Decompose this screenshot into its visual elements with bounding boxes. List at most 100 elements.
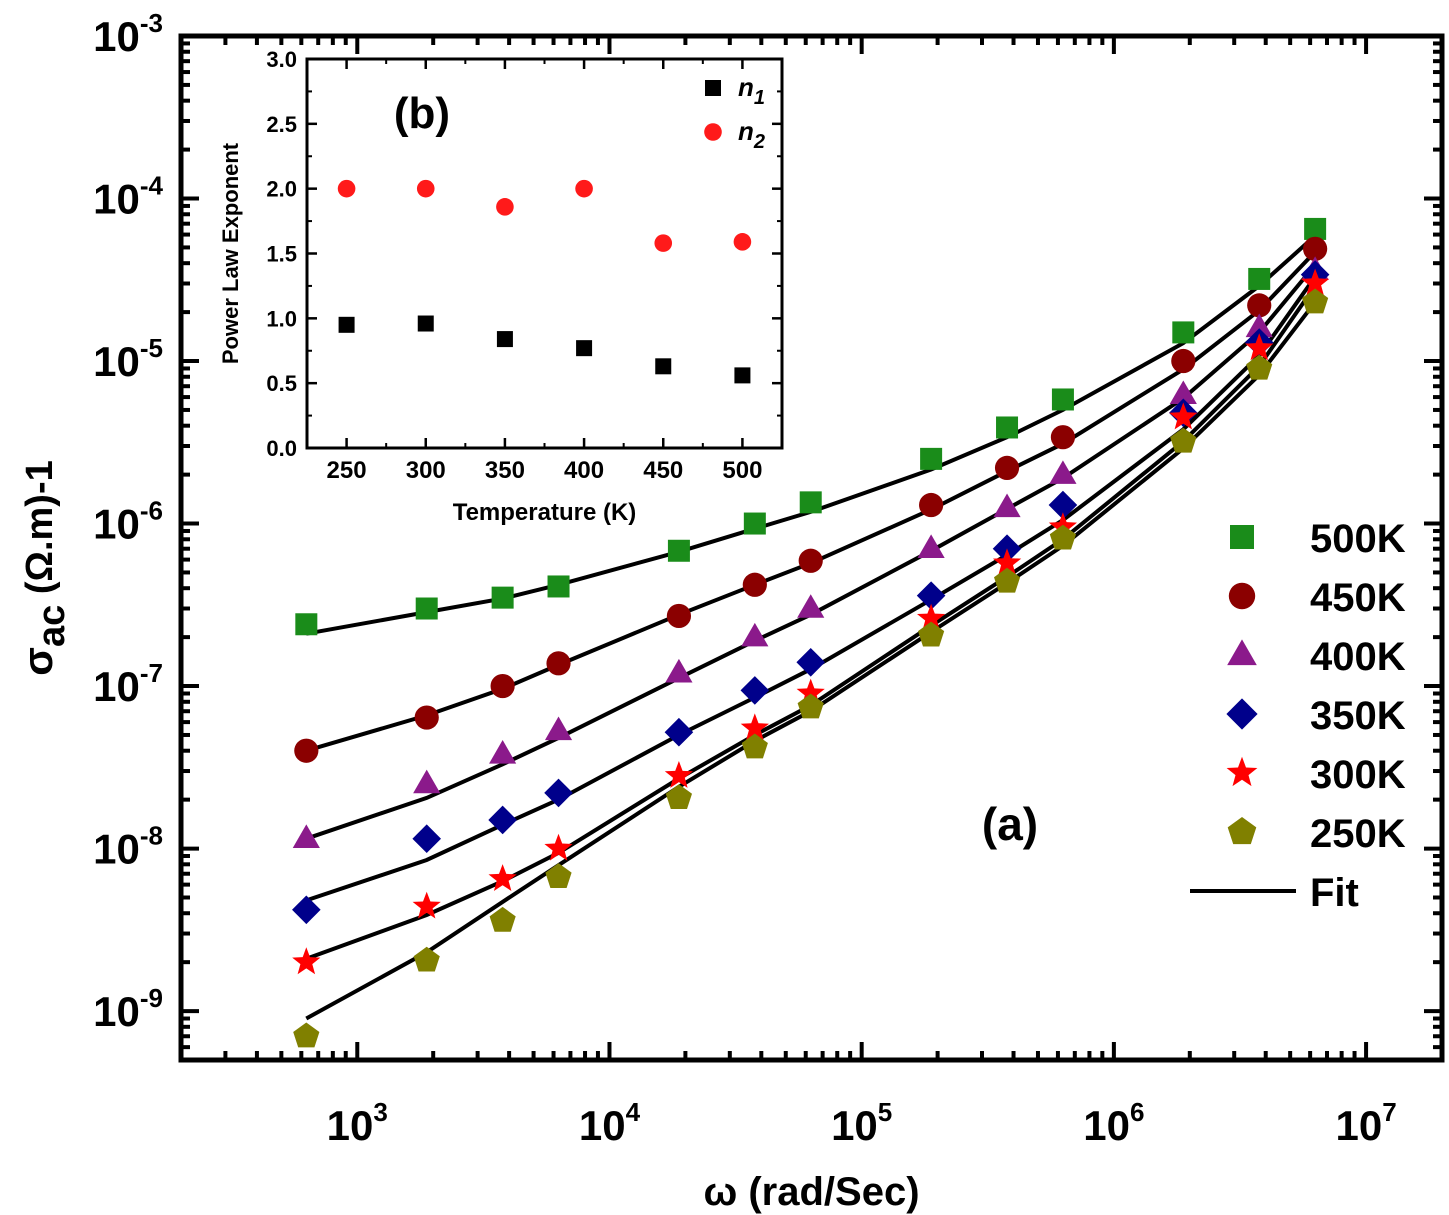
inset-legend-label-base: n bbox=[738, 72, 754, 102]
x-tick-label-base: 10 bbox=[831, 1102, 878, 1149]
point-350K bbox=[664, 717, 694, 747]
y-tick-label-base: 10 bbox=[93, 13, 140, 60]
point-350K bbox=[544, 778, 573, 808]
point-450K bbox=[490, 673, 515, 699]
point-500K bbox=[1172, 321, 1195, 344]
inset-y-tick-label: 2.5 bbox=[266, 112, 297, 137]
inset-point-n1 bbox=[734, 367, 751, 384]
point-250K bbox=[413, 946, 440, 972]
inset-legend-label-n1: n1 bbox=[738, 72, 765, 109]
y-tick-label-base: 10 bbox=[93, 988, 140, 1035]
point-300K bbox=[1169, 402, 1198, 430]
point-500K bbox=[1051, 388, 1074, 411]
x-tick-label-base: 10 bbox=[1083, 1102, 1130, 1149]
y-tick-label-exp: -4 bbox=[140, 171, 164, 201]
point-450K bbox=[1050, 425, 1076, 450]
point-350K bbox=[796, 648, 826, 677]
legend-label-250K: 250K bbox=[1310, 812, 1406, 856]
x-tick-label: 106 bbox=[1083, 1097, 1144, 1149]
inset-point-n1 bbox=[338, 316, 355, 333]
point-300K bbox=[292, 947, 321, 975]
point-300K bbox=[992, 548, 1022, 576]
inset-frame bbox=[305, 57, 784, 450]
point-300K bbox=[740, 713, 769, 741]
point-350K bbox=[916, 581, 946, 610]
inset-point-n2 bbox=[337, 179, 356, 198]
y-tick-label-exp: -5 bbox=[140, 333, 163, 363]
x-tick-label-exp: 6 bbox=[1130, 1097, 1144, 1127]
point-300K bbox=[664, 761, 693, 788]
legend-label-450K: 450K bbox=[1310, 576, 1406, 620]
point-400K bbox=[917, 534, 945, 559]
y-tick-label-base: 10 bbox=[93, 338, 140, 385]
x-tick-label-exp: 7 bbox=[1382, 1097, 1396, 1127]
inset-legend-label-sub: 2 bbox=[753, 131, 765, 153]
inset-x-tick-label: 400 bbox=[564, 457, 604, 484]
point-300K bbox=[796, 678, 825, 706]
annotation-a: (a) bbox=[982, 798, 1038, 850]
point-400K bbox=[741, 622, 769, 647]
x-tick-label-base: 10 bbox=[1335, 1102, 1382, 1149]
inset-y-tick-label: 2.0 bbox=[266, 177, 297, 202]
point-500K bbox=[743, 512, 766, 535]
point-400K bbox=[413, 769, 441, 794]
y-axis-label: σac (Ω.m)-1 bbox=[14, 460, 73, 675]
inset-x-tick-label: 450 bbox=[643, 457, 683, 484]
y-axis-label-unit: (Ω.m)-1 bbox=[19, 460, 61, 604]
point-250K bbox=[994, 567, 1021, 593]
inset-y-tick-label: 1.0 bbox=[266, 306, 297, 331]
point-450K bbox=[994, 455, 1020, 480]
x-tick-label-exp: 5 bbox=[878, 1097, 892, 1127]
point-450K bbox=[546, 651, 571, 676]
point-500K bbox=[1304, 217, 1327, 240]
point-300K bbox=[412, 891, 441, 919]
point-500K bbox=[547, 575, 570, 598]
inset-point-n1 bbox=[576, 340, 593, 357]
inset-legend-marker-n1 bbox=[705, 80, 721, 96]
point-500K bbox=[996, 416, 1019, 439]
point-450K bbox=[294, 738, 319, 763]
legend-marker-500K bbox=[1230, 525, 1254, 549]
point-250K bbox=[1049, 524, 1076, 550]
point-500K bbox=[1248, 267, 1271, 290]
legend-marker-250K bbox=[1227, 817, 1257, 845]
point-250K bbox=[741, 733, 768, 759]
point-400K bbox=[292, 824, 320, 848]
x-tick-label: 107 bbox=[1335, 1097, 1396, 1149]
point-400K bbox=[797, 594, 825, 618]
inset-point-n2 bbox=[496, 198, 514, 216]
legend-label-350K: 350K bbox=[1310, 694, 1406, 738]
point-450K bbox=[919, 492, 944, 518]
y-tick-label-exp: -3 bbox=[140, 8, 163, 38]
inset-y-tick-label: 0.5 bbox=[266, 371, 297, 396]
point-500K bbox=[667, 539, 690, 562]
point-250K bbox=[293, 1022, 320, 1048]
point-400K bbox=[665, 658, 693, 683]
x-tick-label: 105 bbox=[831, 1097, 892, 1149]
point-300K bbox=[1245, 333, 1274, 361]
inset-legend-label-sub: 1 bbox=[754, 87, 765, 109]
inset-y-axis-label: Power Law Exponent bbox=[218, 142, 243, 364]
point-500K bbox=[295, 613, 318, 636]
y-tick-label-base: 10 bbox=[93, 501, 140, 548]
inset-point-n2 bbox=[733, 233, 752, 251]
x-tick-label: 103 bbox=[327, 1097, 388, 1149]
point-250K bbox=[665, 784, 692, 809]
annotation-b: (b) bbox=[394, 89, 450, 138]
point-400K bbox=[1049, 460, 1077, 484]
point-450K bbox=[742, 572, 767, 597]
inset-y-tick-label: 0.0 bbox=[266, 436, 297, 461]
point-450K bbox=[414, 705, 439, 730]
y-tick-label-exp: -8 bbox=[140, 821, 163, 851]
point-450K bbox=[798, 548, 823, 573]
inset-x-tick-label: 350 bbox=[485, 457, 525, 484]
inset-x-tick-label: 250 bbox=[327, 457, 367, 484]
inset-point-n2 bbox=[416, 179, 435, 198]
y-tick-label-exp: -7 bbox=[140, 658, 163, 688]
legend-label-400K: 400K bbox=[1310, 635, 1406, 679]
point-300K bbox=[1301, 268, 1330, 296]
point-250K bbox=[545, 863, 572, 888]
y-axis-label-sub: ac bbox=[31, 605, 73, 647]
inset-point-n1 bbox=[417, 315, 434, 332]
y-tick-label: 10-5 bbox=[93, 333, 163, 385]
